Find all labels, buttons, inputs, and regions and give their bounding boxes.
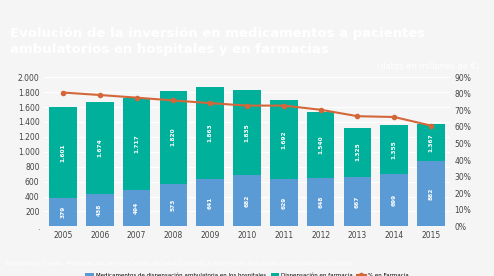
Text: (datos en millones de €): (datos en millones de €) (377, 62, 479, 71)
Text: 1.863: 1.863 (207, 124, 213, 142)
Text: 1.674: 1.674 (97, 138, 102, 157)
Text: 682: 682 (245, 195, 249, 207)
Line: % en Farmacia: % en Farmacia (61, 91, 433, 128)
Bar (417, 124, 445, 226)
% en Farmacia (170, 99, 176, 102)
% en Farmacia (355, 115, 361, 118)
Bar (160, 91, 187, 226)
Text: 1.601: 1.601 (60, 143, 65, 162)
Text: 379: 379 (60, 206, 65, 218)
% en Farmacia (60, 91, 66, 94)
Bar (380, 125, 408, 226)
Text: 1.367: 1.367 (429, 133, 434, 152)
Text: diariofarma | Fuente:  Memorias del Servicio Catalán de Salud (CatSalut) e infor: diariofarma | Fuente: Memorias del Servi… (5, 261, 354, 267)
Bar (197, 87, 224, 226)
% en Farmacia (133, 96, 139, 99)
Text: 573: 573 (171, 199, 176, 211)
Bar (344, 177, 371, 226)
Bar (160, 184, 187, 226)
Text: 1.325: 1.325 (355, 143, 360, 161)
Bar (380, 174, 408, 226)
Bar (270, 179, 297, 226)
Bar (270, 100, 297, 226)
Text: 438: 438 (97, 204, 102, 216)
Text: 629: 629 (281, 197, 287, 209)
Text: 1.692: 1.692 (281, 131, 287, 149)
Bar (307, 178, 334, 226)
% en Farmacia (428, 124, 434, 127)
Bar (49, 198, 77, 226)
Text: 699: 699 (392, 194, 397, 206)
Text: 1.835: 1.835 (245, 123, 249, 142)
% en Farmacia (281, 104, 287, 107)
Text: 494: 494 (134, 202, 139, 214)
Legend: Medicamentos de dispensación ambulatoria en los hospitales, Dispensación en farm: Medicamentos de dispensación ambulatoria… (83, 270, 411, 276)
Bar (307, 112, 334, 226)
% en Farmacia (244, 104, 250, 107)
% en Farmacia (97, 93, 103, 97)
Text: Evolución de la inversión en medicamentos a pacientes
ambulatorios en hospitales: Evolución de la inversión en medicamento… (10, 27, 425, 56)
Bar (49, 107, 77, 226)
Text: 1.540: 1.540 (318, 136, 323, 154)
Bar (86, 102, 114, 226)
Bar (233, 90, 261, 226)
Text: 1.820: 1.820 (171, 128, 176, 147)
Text: 882: 882 (429, 187, 434, 200)
Text: 648: 648 (318, 196, 323, 208)
Bar (123, 190, 150, 226)
Bar (233, 176, 261, 226)
Text: 1.717: 1.717 (134, 135, 139, 153)
Bar (344, 128, 371, 226)
Bar (417, 161, 445, 226)
Text: 667: 667 (355, 195, 360, 208)
Bar (197, 179, 224, 226)
% en Farmacia (391, 115, 397, 119)
Text: 641: 641 (207, 196, 213, 209)
% en Farmacia (207, 102, 213, 105)
% en Farmacia (318, 108, 324, 112)
Text: 1.355: 1.355 (392, 140, 397, 159)
Bar (86, 194, 114, 226)
Bar (123, 98, 150, 226)
